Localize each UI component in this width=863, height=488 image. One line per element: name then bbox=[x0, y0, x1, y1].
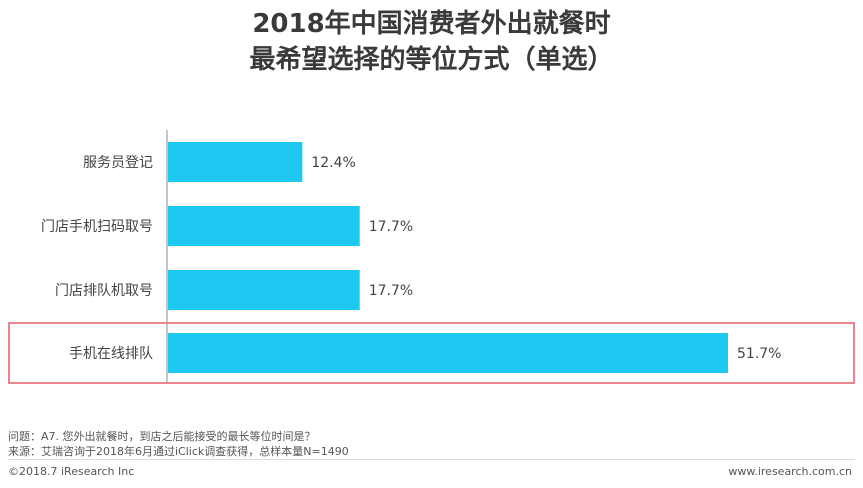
chart-title-line-1: 2018年中国消费者外出就餐时 bbox=[252, 9, 611, 39]
highlight-box bbox=[8, 322, 855, 384]
bar-3 bbox=[168, 333, 728, 373]
value-label-2: 17.7% bbox=[369, 283, 413, 299]
bar-0 bbox=[168, 142, 303, 182]
category-label-1: 门店手机扫码取号 bbox=[41, 219, 153, 235]
value-label-1: 17.7% bbox=[369, 219, 413, 235]
value-label-0: 12.4% bbox=[311, 155, 355, 171]
source-note: 来源：艾瑞咨询于2018年6月通过iClick调查获得，总样本量N=1490 bbox=[8, 445, 349, 458]
chart-title-line-2: 最希望选择的等位方式（单选） bbox=[249, 45, 614, 75]
chart-notes: 问题：A7. 您外出就餐时，到店之后能接受的最长等位时间是？ 来源：艾瑞咨询于2… bbox=[8, 429, 349, 459]
website-link[interactable]: www.iresearch.com.cn bbox=[728, 465, 852, 478]
category-label-2: 门店排队机取号 bbox=[55, 283, 153, 299]
question-note: 问题：A7. 您外出就餐时，到店之后能接受的最长等位时间是？ bbox=[8, 430, 316, 443]
chart-title: 2018年中国消费者外出就餐时 最希望选择的等位方式（单选） bbox=[0, 6, 863, 78]
category-label-0: 服务员登记 bbox=[83, 155, 153, 171]
bar-1 bbox=[168, 206, 360, 246]
bar-2 bbox=[168, 270, 360, 310]
footer-divider bbox=[8, 459, 855, 460]
category-label-3: 手机在线排队 bbox=[69, 346, 153, 362]
value-label-3: 51.7% bbox=[737, 346, 781, 362]
copyright-text: ©2018.7 iResearch Inc bbox=[8, 465, 135, 478]
